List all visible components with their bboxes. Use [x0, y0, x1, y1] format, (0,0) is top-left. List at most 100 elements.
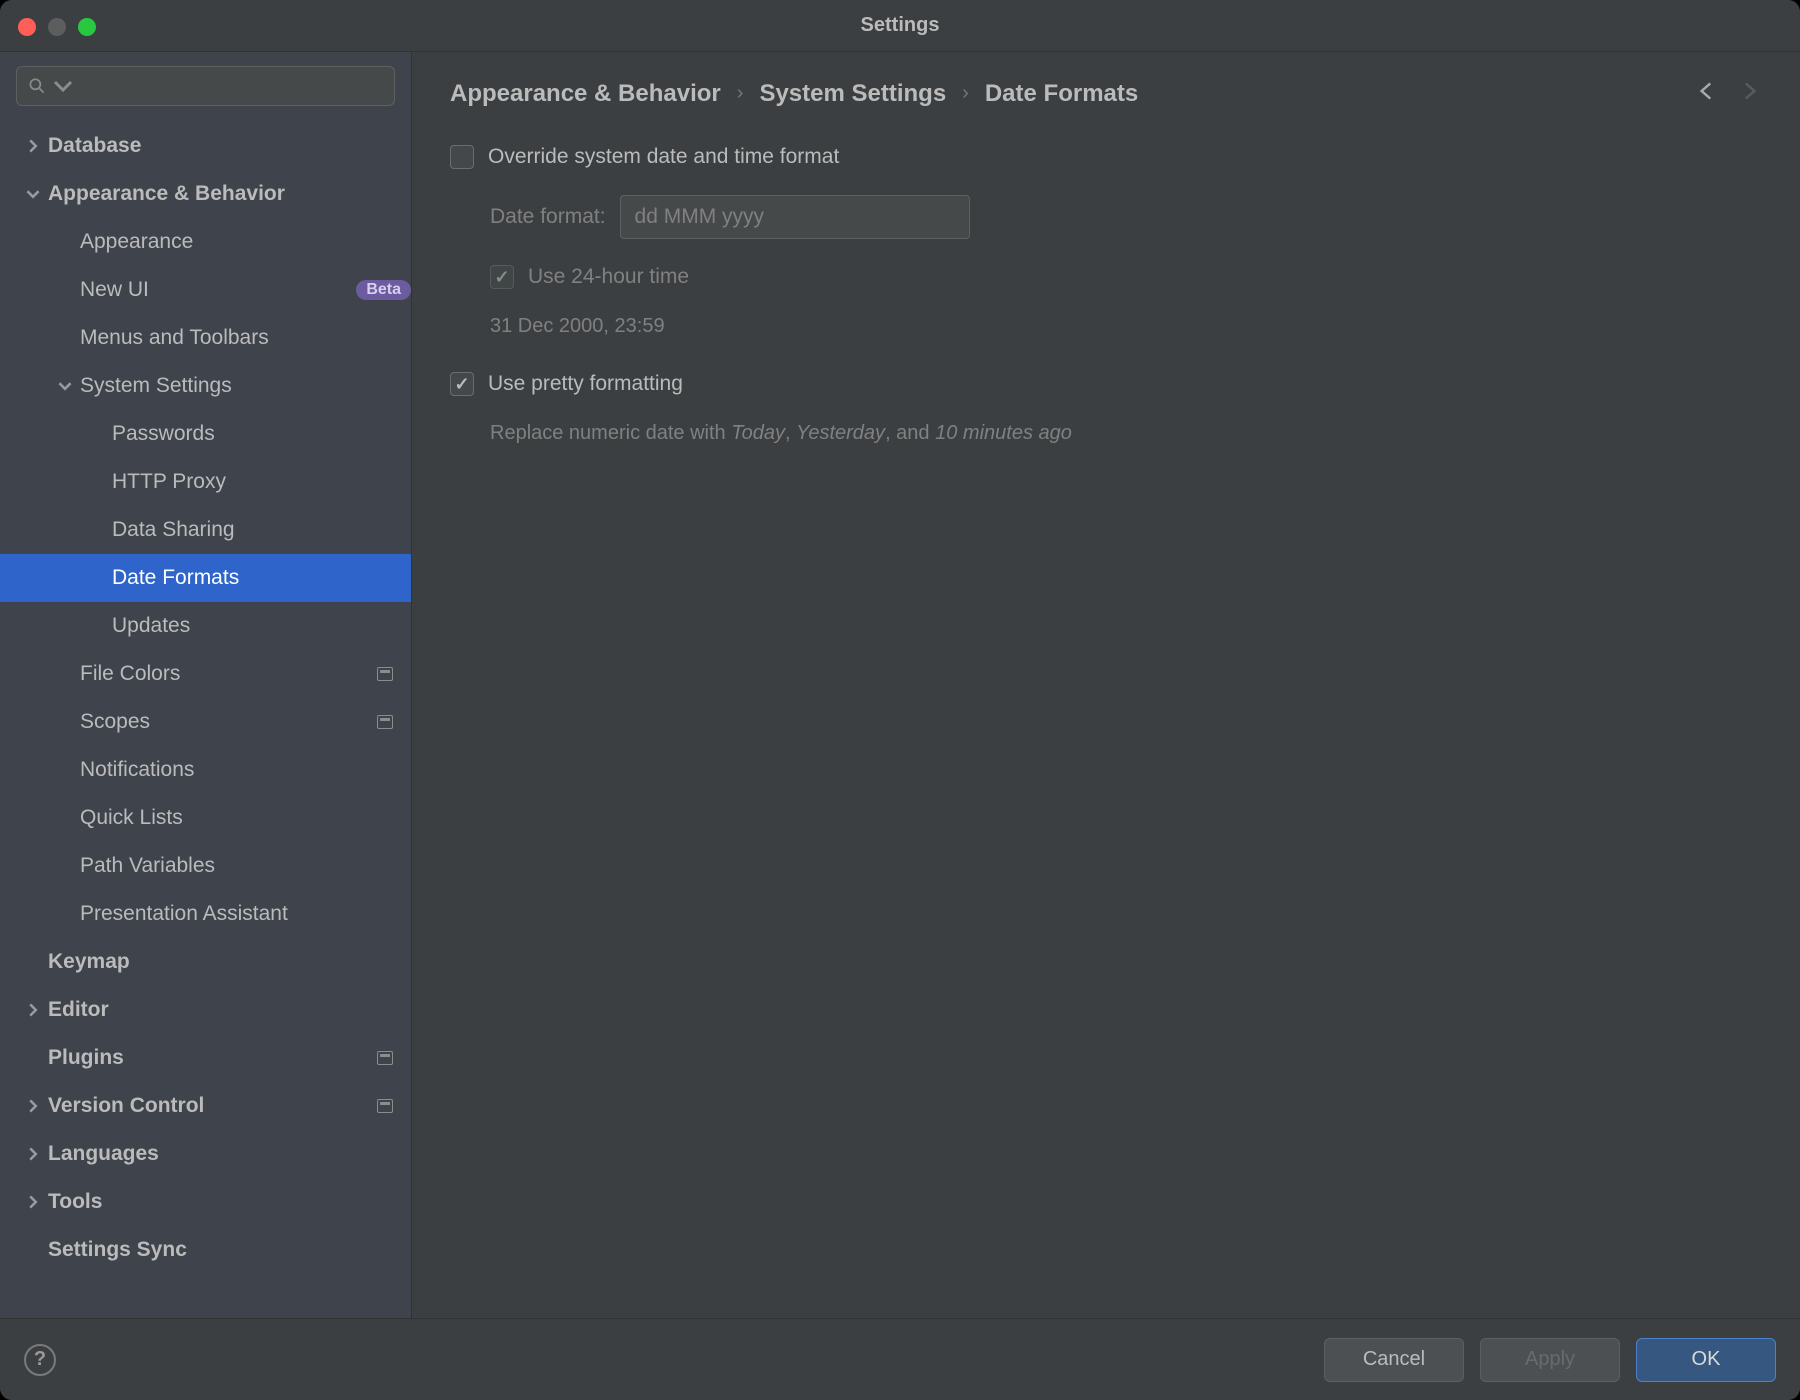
chevron-spacer — [88, 521, 106, 539]
back-button[interactable] — [1694, 78, 1720, 109]
sidebar-item-file-colors[interactable]: File Colors — [0, 650, 411, 698]
sidebar-item-presentation-assistant[interactable]: Presentation Assistant — [0, 890, 411, 938]
sidebar-item-appearance-behavior[interactable]: Appearance & Behavior — [0, 170, 411, 218]
sidebar-item-menus-and-toolbars[interactable]: Menus and Toolbars — [0, 314, 411, 362]
sidebar-item-passwords[interactable]: Passwords — [0, 410, 411, 458]
use-24h-checkbox[interactable] — [490, 265, 514, 289]
use-24h-label: Use 24-hour time — [528, 265, 689, 289]
chevron-spacer — [56, 905, 74, 923]
sidebar-item-label: New UI — [80, 278, 350, 302]
maximize-window-button[interactable] — [78, 18, 96, 36]
sidebar-item-http-proxy[interactable]: HTTP Proxy — [0, 458, 411, 506]
chevron-right-icon: › — [737, 82, 744, 105]
chevron-right-icon[interactable] — [24, 1193, 42, 1211]
search-icon — [27, 76, 47, 96]
breadcrumb-item[interactable]: Date Formats — [985, 80, 1138, 108]
sidebar-item-data-sharing[interactable]: Data Sharing — [0, 506, 411, 554]
override-row: Override system date and time format — [450, 145, 1762, 169]
sidebar-item-database[interactable]: Database — [0, 122, 411, 170]
sidebar-item-version-control[interactable]: Version Control — [0, 1082, 411, 1130]
chevron-spacer — [56, 281, 74, 299]
search-wrap — [0, 52, 411, 118]
sample-text: 31 Dec 2000, 23:59 — [450, 315, 1762, 338]
sidebar-item-label: Editor — [48, 998, 411, 1022]
sidebar-item-plugins[interactable]: Plugins — [0, 1034, 411, 1082]
sidebar-item-label: Languages — [48, 1142, 411, 1166]
sidebar-item-label: Plugins — [48, 1046, 371, 1070]
search-input[interactable] — [16, 66, 395, 106]
sidebar-item-label: Settings Sync — [48, 1238, 411, 1262]
chevron-down-icon — [53, 76, 73, 96]
sidebar-item-appearance[interactable]: Appearance — [0, 218, 411, 266]
body: DatabaseAppearance & BehaviorAppearanceN… — [0, 52, 1800, 1318]
override-label: Override system date and time format — [488, 145, 839, 169]
date-format-input[interactable]: dd MMM yyyy — [620, 195, 970, 239]
sidebar-item-label: Updates — [112, 614, 411, 638]
chevron-spacer — [88, 473, 106, 491]
sidebar-item-label: Keymap — [48, 950, 411, 974]
help-button[interactable]: ? — [24, 1344, 56, 1376]
chevron-spacer — [24, 953, 42, 971]
sidebar-item-system-settings[interactable]: System Settings — [0, 362, 411, 410]
sidebar-item-label: Passwords — [112, 422, 411, 446]
chevron-right-icon[interactable] — [24, 1097, 42, 1115]
sidebar-item-label: Tools — [48, 1190, 411, 1214]
chevron-spacer — [24, 1241, 42, 1259]
sidebar-item-label: Notifications — [80, 758, 411, 782]
chevron-right-icon[interactable] — [24, 1001, 42, 1019]
sidebar-item-settings-sync[interactable]: Settings Sync — [0, 1226, 411, 1274]
date-format-row: Date format: dd MMM yyyy — [450, 195, 1762, 239]
date-format-label: Date format: — [490, 205, 606, 229]
sidebar-item-path-variables[interactable]: Path Variables — [0, 842, 411, 890]
cancel-button[interactable]: Cancel — [1324, 1338, 1464, 1382]
chevron-spacer — [56, 233, 74, 251]
sidebar-item-new-ui[interactable]: New UI Beta — [0, 266, 411, 314]
pretty-label: Use pretty formatting — [488, 372, 683, 396]
titlebar: Settings — [0, 0, 1800, 52]
sidebar-item-notifications[interactable]: Notifications — [0, 746, 411, 794]
window-title: Settings — [861, 14, 940, 37]
minimize-window-button[interactable] — [48, 18, 66, 36]
sidebar-item-label: Appearance — [80, 230, 411, 254]
sidebar-item-languages[interactable]: Languages — [0, 1130, 411, 1178]
chevron-spacer — [88, 569, 106, 587]
sidebar-item-date-formats[interactable]: Date Formats — [0, 554, 411, 602]
chevron-down-icon[interactable] — [56, 377, 74, 395]
apply-button[interactable]: Apply — [1480, 1338, 1620, 1382]
chevron-down-icon[interactable] — [24, 185, 42, 203]
chevron-spacer — [24, 1049, 42, 1067]
sidebar-item-label: Data Sharing — [112, 518, 411, 542]
sidebar-item-tools[interactable]: Tools — [0, 1178, 411, 1226]
sidebar-item-label: System Settings — [80, 374, 411, 398]
chevron-spacer — [88, 617, 106, 635]
sidebar: DatabaseAppearance & Behavior Appearance N… — [0, 52, 412, 1318]
ok-button[interactable]: OK — [1636, 1338, 1776, 1382]
sidebar-item-label: Path Variables — [80, 854, 411, 878]
chevron-right-icon[interactable] — [24, 1145, 42, 1163]
sidebar-item-label: Date Formats — [112, 566, 411, 590]
chevron-right-icon[interactable] — [24, 137, 42, 155]
forward-button[interactable] — [1736, 78, 1762, 109]
override-checkbox[interactable] — [450, 145, 474, 169]
chevron-spacer — [56, 713, 74, 731]
close-window-button[interactable] — [18, 18, 36, 36]
breadcrumb-item[interactable]: Appearance & Behavior — [450, 80, 721, 108]
sidebar-item-label: Presentation Assistant — [80, 902, 411, 926]
chevron-spacer — [88, 425, 106, 443]
sidebar-item-scopes[interactable]: Scopes — [0, 698, 411, 746]
settings-window: Settings DatabaseAppearance & BehaviorAp… — [0, 0, 1800, 1400]
sidebar-item-label: Menus and Toolbars — [80, 326, 411, 350]
sidebar-item-quick-lists[interactable]: Quick Lists — [0, 794, 411, 842]
pretty-checkbox[interactable] — [450, 372, 474, 396]
main-panel: Appearance & Behavior › System Settings … — [412, 52, 1800, 1318]
sidebar-item-label: File Colors — [80, 662, 371, 686]
sidebar-item-keymap[interactable]: Keymap — [0, 938, 411, 986]
sidebar-item-updates[interactable]: Updates — [0, 602, 411, 650]
sidebar-item-editor[interactable]: Editor — [0, 986, 411, 1034]
breadcrumb-item[interactable]: System Settings — [759, 80, 946, 108]
sidebar-item-label: Quick Lists — [80, 806, 411, 830]
content: Override system date and time format Dat… — [412, 127, 1800, 1318]
chevron-right-icon: › — [962, 82, 969, 105]
beta-badge: Beta — [356, 280, 411, 300]
project-scope-icon — [377, 715, 393, 729]
